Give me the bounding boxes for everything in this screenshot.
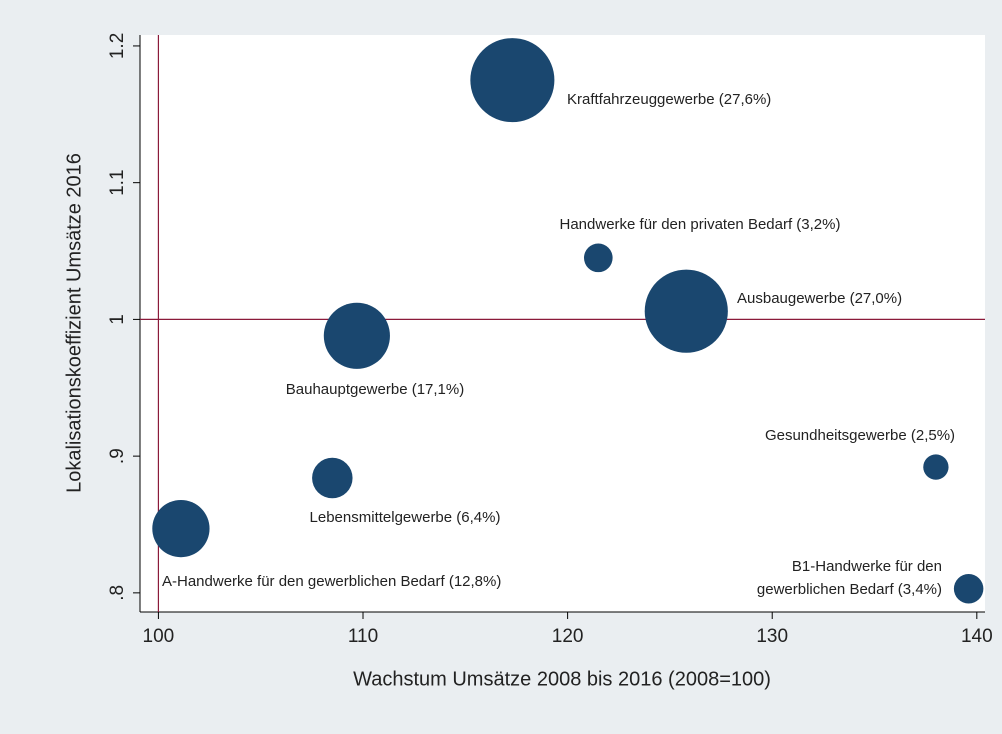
bubble — [470, 38, 555, 123]
y-tick-label: .9 — [107, 448, 128, 464]
x-tick-label: 110 — [348, 626, 378, 647]
plot-area — [140, 35, 985, 612]
bubble-label: gewerblichen Bedarf (3,4%) — [757, 581, 942, 598]
bubble — [923, 454, 949, 480]
bubble-label: Lebensmittelgewerbe (6,4%) — [310, 509, 501, 526]
bubble — [312, 457, 353, 499]
bubble-label: Gesundheitsgewerbe (2,5%) — [765, 427, 955, 444]
bubble — [583, 243, 613, 273]
x-tick-label: 120 — [552, 626, 584, 647]
bubble-label: Ausbaugewerbe (27,0%) — [737, 290, 902, 307]
y-tick-label: 1 — [107, 314, 128, 325]
y-tick-label: 1.2 — [107, 33, 128, 59]
bubble-label: B1-Handwerke für den — [792, 558, 942, 575]
bubble-label: Bauhauptgewerbe (17,1%) — [286, 381, 464, 398]
bubble-label: Handwerke für den privaten Bedarf (3,2%) — [560, 216, 841, 233]
y-tick-label: .8 — [107, 585, 128, 601]
x-tick-label: 130 — [756, 626, 788, 647]
y-tick-label: 1.1 — [107, 169, 128, 195]
bubble-label: Kraftfahrzeuggewerbe (27,6%) — [567, 91, 771, 108]
bubble — [953, 574, 984, 604]
y-axis-label: Lokalisationskoeffizient Umsätze 2016 — [63, 153, 85, 493]
x-tick-label: 140 — [961, 626, 993, 647]
x-axis-label: Wachstum Umsätze 2008 bis 2016 (2008=100… — [353, 668, 771, 690]
x-tick-label: 100 — [143, 626, 175, 647]
bubble — [152, 499, 210, 558]
bubble — [323, 302, 390, 369]
bubble-label: A-Handwerke für den gewerblichen Bedarf … — [162, 573, 501, 590]
bubble — [644, 269, 728, 353]
